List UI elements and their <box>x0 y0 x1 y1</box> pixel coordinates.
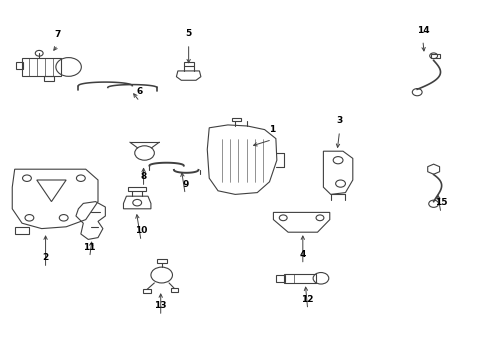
Text: 8: 8 <box>141 172 147 181</box>
Text: 11: 11 <box>83 243 96 252</box>
Text: 1: 1 <box>269 125 275 134</box>
Bar <box>22 58 61 76</box>
Bar <box>143 289 151 293</box>
Text: 10: 10 <box>135 226 147 235</box>
Bar <box>284 274 316 283</box>
Text: 2: 2 <box>43 253 49 262</box>
Bar <box>232 118 241 121</box>
Bar <box>44 76 54 81</box>
Bar <box>171 288 178 292</box>
Bar <box>276 275 285 282</box>
Text: 15: 15 <box>435 198 447 207</box>
Bar <box>16 62 23 69</box>
Text: 5: 5 <box>186 29 192 38</box>
Text: 4: 4 <box>299 250 306 259</box>
Text: 7: 7 <box>54 30 61 39</box>
Text: 14: 14 <box>416 26 429 35</box>
Text: 12: 12 <box>301 295 314 304</box>
Text: 9: 9 <box>182 180 189 189</box>
Bar <box>128 187 146 191</box>
Bar <box>431 54 440 58</box>
Text: 3: 3 <box>337 116 343 125</box>
Bar <box>157 259 167 263</box>
Text: 13: 13 <box>154 301 167 310</box>
Text: 6: 6 <box>137 87 143 96</box>
Bar <box>184 62 194 66</box>
